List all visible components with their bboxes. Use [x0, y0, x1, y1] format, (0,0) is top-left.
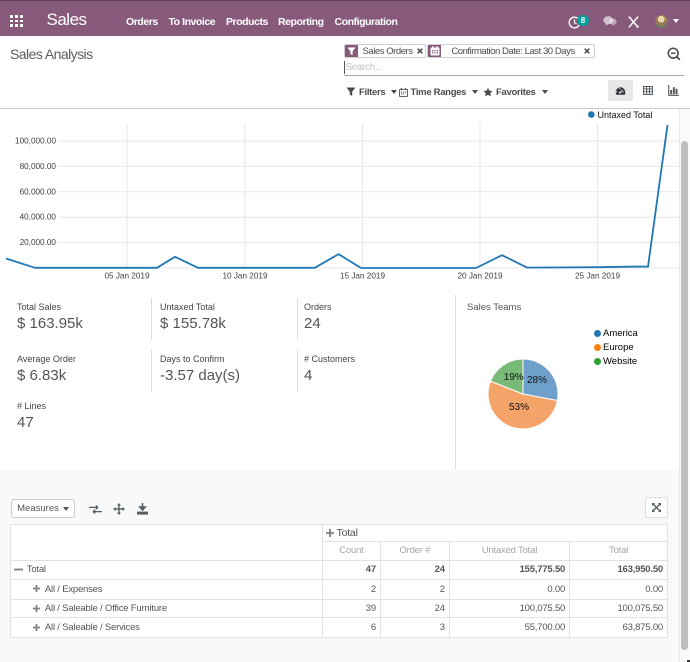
svg-text:100,000.00: 100,000.00 — [15, 137, 56, 146]
svg-text:15 Jan 2019: 15 Jan 2019 — [340, 272, 386, 281]
svg-text:20 Jan 2019: 20 Jan 2019 — [457, 272, 503, 281]
svg-text:20,000.00: 20,000.00 — [20, 238, 57, 247]
svg-text:25 Jan 2019: 25 Jan 2019 — [575, 272, 621, 281]
svg-text:05 Jan 2019: 05 Jan 2019 — [104, 272, 150, 281]
svg-text:40,000.00: 40,000.00 — [20, 213, 57, 222]
svg-text:10 Jan 2019: 10 Jan 2019 — [222, 272, 268, 281]
svg-text:80,000.00: 80,000.00 — [20, 162, 57, 171]
svg-text:Untaxed Total: Untaxed Total — [598, 110, 653, 120]
svg-text:60,000.00: 60,000.00 — [20, 187, 57, 196]
